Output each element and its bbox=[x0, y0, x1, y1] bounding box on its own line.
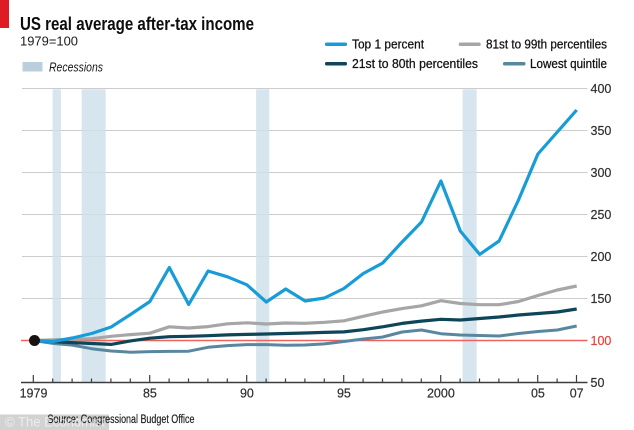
svg-text:250: 250 bbox=[591, 208, 612, 222]
svg-text:200: 200 bbox=[591, 250, 612, 264]
svg-text:Recessions: Recessions bbox=[49, 61, 103, 75]
svg-text:300: 300 bbox=[591, 166, 612, 180]
svg-text:85: 85 bbox=[143, 387, 157, 401]
svg-text:07: 07 bbox=[570, 387, 584, 401]
svg-text:350: 350 bbox=[591, 124, 612, 138]
svg-text:© The Economist: © The Economist bbox=[5, 415, 105, 430]
svg-text:21st to 80th percentiles: 21st to 80th percentiles bbox=[352, 57, 478, 71]
svg-text:95: 95 bbox=[337, 387, 351, 401]
svg-text:2000: 2000 bbox=[427, 387, 455, 401]
svg-text:81st to 99th percentiles: 81st to 99th percentiles bbox=[486, 38, 607, 52]
svg-text:US real average after-tax inco: US real average after-tax income bbox=[20, 14, 254, 34]
svg-text:150: 150 bbox=[591, 292, 612, 306]
svg-text:Lowest quintile: Lowest quintile bbox=[530, 57, 607, 71]
svg-text:90: 90 bbox=[240, 387, 254, 401]
svg-text:1979=100: 1979=100 bbox=[20, 35, 78, 49]
svg-text:05: 05 bbox=[531, 387, 545, 401]
svg-text:400: 400 bbox=[591, 82, 612, 96]
svg-text:Source: Congressional Budget O: Source: Congressional Budget Office bbox=[48, 414, 195, 426]
svg-text:1979: 1979 bbox=[20, 387, 48, 401]
svg-text:100: 100 bbox=[591, 334, 612, 348]
svg-text:Top 1 percent: Top 1 percent bbox=[352, 38, 424, 52]
svg-text:50: 50 bbox=[591, 376, 605, 390]
